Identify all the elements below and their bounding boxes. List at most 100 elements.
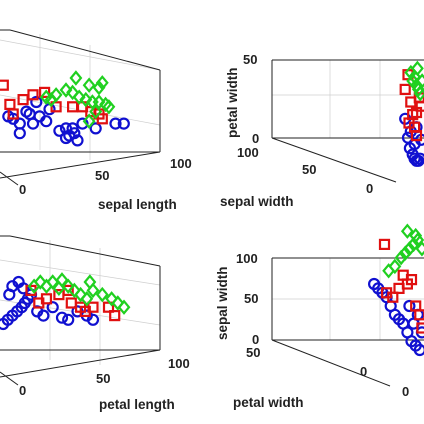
points-group bbox=[0, 70, 130, 147]
circle-marker bbox=[30, 95, 43, 109]
square-marker bbox=[378, 238, 391, 250]
square-marker bbox=[0, 79, 9, 91]
diamond-marker bbox=[66, 84, 80, 101]
tick-label: 50 bbox=[246, 345, 260, 360]
circle-marker bbox=[37, 309, 50, 322]
circle-marker bbox=[117, 117, 130, 130]
x-axis-label: sepal length bbox=[98, 197, 177, 212]
square-marker bbox=[96, 113, 108, 125]
circle-marker bbox=[71, 134, 84, 147]
circle-marker bbox=[89, 122, 102, 135]
circle-marker bbox=[68, 127, 81, 140]
panel-top-left: 0 50 100 sepal length bbox=[0, 29, 192, 212]
tick-label: 100 bbox=[237, 145, 259, 160]
diamond-marker bbox=[415, 73, 424, 89]
square-marker bbox=[7, 108, 19, 120]
diamond-marker bbox=[83, 274, 97, 290]
axis-edge bbox=[0, 171, 19, 186]
diamond-marker bbox=[61, 278, 75, 294]
square-marker bbox=[109, 310, 121, 322]
axis-edge bbox=[271, 137, 397, 183]
tick-label: 50 bbox=[302, 162, 316, 177]
square-marker bbox=[87, 301, 99, 313]
z-axis-label: sepal width bbox=[215, 266, 230, 340]
circle-marker bbox=[13, 127, 26, 140]
square-marker bbox=[27, 89, 39, 101]
diamond-marker bbox=[394, 249, 408, 266]
square-marker bbox=[40, 293, 53, 305]
axis-edge bbox=[9, 29, 161, 71]
grid-line bbox=[0, 259, 161, 286]
tick-label: 50 bbox=[243, 52, 257, 67]
diamond-marker bbox=[117, 299, 131, 315]
circle-marker bbox=[412, 154, 424, 167]
diamond-marker bbox=[111, 295, 125, 311]
axis-edge bbox=[271, 339, 391, 387]
circle-marker bbox=[413, 343, 424, 357]
circle-marker bbox=[62, 313, 75, 326]
diamond-marker bbox=[89, 103, 103, 120]
square-marker bbox=[410, 130, 423, 142]
grid-line bbox=[0, 39, 161, 71]
circle-marker bbox=[55, 311, 69, 324]
diamond-marker bbox=[411, 232, 424, 248]
tick-label: 0 bbox=[252, 131, 259, 146]
diamond-marker bbox=[69, 70, 83, 86]
x-axis-label: petal length bbox=[99, 397, 175, 412]
diamond-marker bbox=[400, 223, 414, 239]
diamond-marker bbox=[79, 91, 93, 108]
tick-label: 0 bbox=[19, 182, 26, 197]
tick-label: 100 bbox=[236, 251, 258, 266]
diamond-marker bbox=[82, 113, 96, 129]
axis-edge bbox=[0, 151, 161, 179]
z-axis-label: petal width bbox=[225, 68, 240, 139]
diamond-marker bbox=[55, 272, 69, 288]
diamond-marker bbox=[105, 291, 119, 307]
diamond-marker bbox=[415, 241, 424, 257]
circle-marker bbox=[40, 115, 53, 128]
diamond-marker bbox=[410, 60, 424, 77]
square-marker bbox=[416, 322, 424, 334]
diamond-marker bbox=[388, 258, 402, 275]
points-group bbox=[399, 60, 424, 167]
square-marker bbox=[405, 274, 418, 286]
axis-edge bbox=[0, 349, 161, 378]
tick-label: 0 bbox=[252, 332, 259, 347]
square-marker bbox=[415, 100, 424, 112]
x-axis-label: petal width bbox=[233, 395, 304, 410]
points-group bbox=[0, 272, 131, 331]
panel-bottom-right: 100 50 0 sepal width 50 0 0 petal width bbox=[215, 223, 424, 410]
circle-marker bbox=[17, 282, 30, 295]
tick-label: 100 bbox=[168, 356, 190, 371]
circle-marker bbox=[414, 152, 424, 165]
diamond-marker bbox=[82, 77, 96, 93]
tick-label: 50 bbox=[95, 168, 109, 183]
tick-label: 0 bbox=[366, 181, 373, 196]
tick-label: 100 bbox=[170, 156, 192, 171]
square-marker bbox=[403, 117, 415, 129]
circle-marker bbox=[53, 124, 66, 137]
tick-label: 0 bbox=[360, 364, 367, 379]
panel-bottom-left: 0 50 100 petal length bbox=[0, 235, 190, 412]
diamond-marker bbox=[102, 99, 116, 115]
diamond-marker bbox=[67, 282, 81, 299]
diamond-marker bbox=[33, 274, 47, 290]
diamond-marker bbox=[92, 79, 106, 96]
diamond-marker bbox=[95, 75, 109, 91]
diamond-marker bbox=[409, 227, 423, 244]
tick-label: 0 bbox=[402, 384, 409, 399]
tick-label: 0 bbox=[19, 383, 26, 398]
circle-marker bbox=[403, 299, 416, 313]
square-marker bbox=[399, 83, 411, 96]
diamond-marker bbox=[407, 236, 421, 253]
circle-marker bbox=[86, 313, 100, 326]
circle-marker bbox=[23, 107, 36, 121]
diamond-marker bbox=[72, 89, 86, 105]
tick-label: 50 bbox=[244, 291, 258, 306]
points-group bbox=[368, 223, 424, 357]
axis-edge bbox=[0, 371, 19, 386]
circle-marker bbox=[109, 117, 122, 130]
square-marker bbox=[387, 291, 399, 303]
x-axis-label: sepal width bbox=[220, 194, 294, 209]
